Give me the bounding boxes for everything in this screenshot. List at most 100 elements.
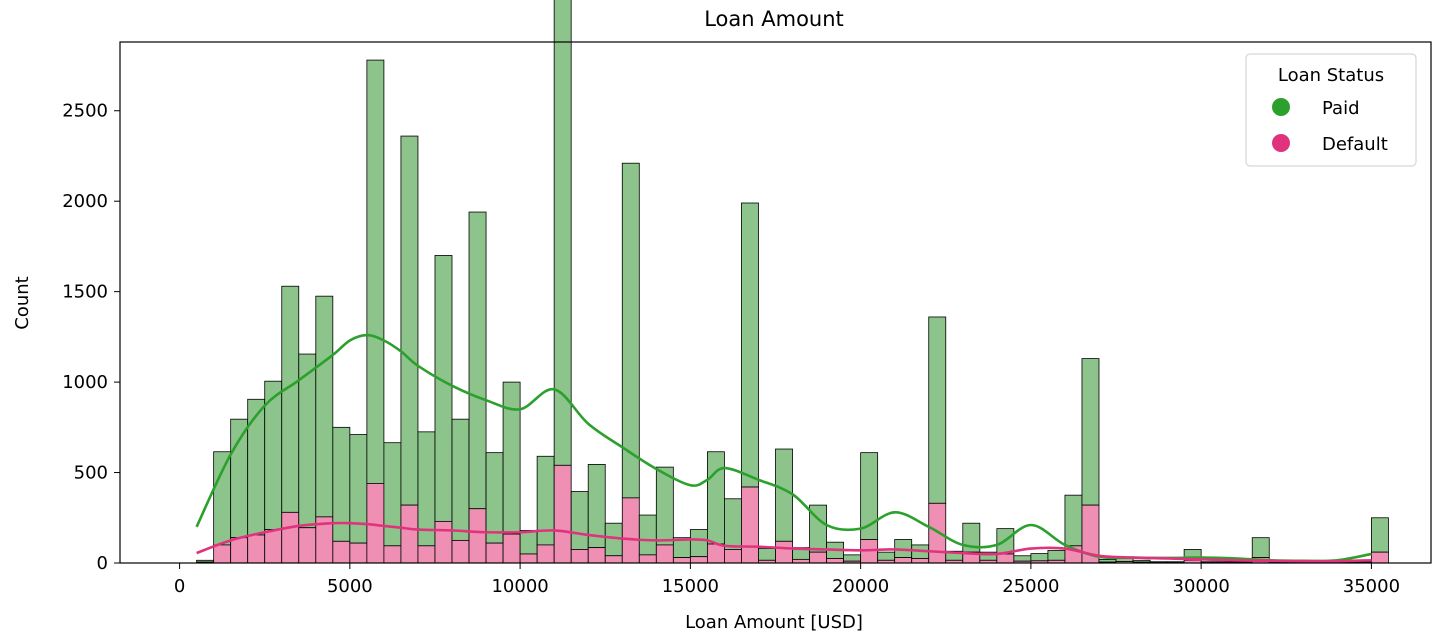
bar-default-5 [282,512,299,563]
bar-default-69 [1371,552,1388,563]
bar-default-24 [605,556,622,563]
legend-marker-default [1272,134,1290,152]
bar-default-8 [333,541,350,563]
x-axis-label: Loan Amount [USD] [685,612,863,633]
bar-default-21 [554,465,571,563]
bar-paid-5 [282,286,299,512]
bar-paid-52 [1082,359,1099,506]
bar-default-9 [350,543,367,563]
bar-paid-11 [384,443,401,546]
bar-default-30 [707,544,724,563]
bar-paid-48 [1014,556,1031,561]
bar-default-42 [912,558,929,563]
x-tick-label: 30000 [1173,576,1230,597]
legend-marker-paid [1272,98,1290,116]
y-axis-label: Count [12,276,33,329]
bar-paid-9 [350,435,367,544]
bar-default-36 [810,552,827,563]
bar-paid-30 [707,452,724,544]
chart-title: Loan Amount [704,7,844,31]
bar-default-6 [299,528,316,563]
x-axis: 0 5000 10000 15000 20000 25000 30000 35000 [174,563,1400,597]
bar-default-26 [639,555,656,563]
bar-paid-2 [231,419,248,537]
bar-default-12 [401,505,418,563]
bar-paid-7 [316,296,333,517]
legend-label-default: Default [1322,134,1388,155]
y-tick-label: 0 [97,553,108,574]
bar-default-27 [656,545,673,563]
bars-layer [197,0,1389,563]
bar-default-37 [827,558,844,563]
bar-paid-50 [1048,550,1065,560]
bar-paid-32 [741,203,758,487]
bar-default-19 [520,554,537,563]
y-axis: 0 500 1000 1500 2000 2500 [62,101,120,574]
bar-default-14 [435,521,452,563]
bar-paid-33 [758,549,775,561]
y-tick-label: 500 [74,463,108,484]
bar-default-41 [895,558,912,563]
bar-default-15 [452,540,469,563]
bar-default-18 [503,534,520,563]
bar-default-2 [231,538,248,563]
bar-paid-34 [776,449,793,541]
bar-paid-69 [1371,518,1388,552]
bar-paid-22 [571,492,588,550]
bar-paid-3 [248,399,265,535]
x-tick-label: 15000 [662,576,719,597]
bar-default-28 [673,558,690,563]
bar-default-17 [486,543,503,563]
y-tick-label: 1000 [62,372,108,393]
bar-default-20 [537,545,554,563]
x-tick-label: 5000 [327,576,373,597]
x-tick-label: 25000 [1002,576,1059,597]
bar-default-11 [384,546,401,563]
bar-default-16 [469,509,486,563]
bar-paid-16 [469,212,486,509]
bar-paid-15 [452,419,469,540]
bar-default-31 [724,549,741,563]
bar-default-43 [929,503,946,563]
bar-paid-62 [1252,538,1269,558]
bar-default-3 [248,535,265,563]
bar-paid-43 [929,317,946,503]
legend-label-paid: Paid [1322,98,1360,119]
bar-default-22 [571,549,588,563]
bar-paid-17 [486,453,503,543]
legend-title: Loan Status [1278,65,1384,86]
bar-default-29 [690,557,707,563]
y-tick-label: 2500 [62,101,108,122]
bar-default-47 [997,554,1014,563]
bar-paid-14 [435,255,452,521]
bar-default-34 [776,541,793,563]
y-tick-label: 2000 [62,191,108,212]
bar-default-23 [588,548,605,563]
x-tick-label: 35000 [1343,576,1400,597]
bar-paid-18 [503,382,520,534]
bar-default-25 [622,498,639,563]
bar-default-13 [418,546,435,563]
bar-paid-12 [401,136,418,505]
bar-default-32 [741,487,758,563]
x-tick-label: 20000 [832,576,889,597]
legend: Loan Status Paid Default [1246,54,1416,166]
bar-paid-53 [1099,559,1116,562]
x-tick-label: 10000 [491,576,548,597]
bar-paid-29 [690,530,707,557]
bar-paid-26 [639,515,656,555]
bar-paid-51 [1065,495,1082,546]
bar-paid-40 [878,552,895,560]
x-tick-label: 0 [174,576,185,597]
bar-paid-27 [656,467,673,545]
y-tick-label: 1500 [62,282,108,303]
bar-paid-10 [367,60,384,483]
bar-paid-6 [299,354,316,528]
bar-paid-31 [724,499,741,550]
bar-paid-1 [214,452,231,545]
bar-default-4 [265,530,282,563]
bar-paid-19 [520,530,537,554]
bar-default-1 [214,545,231,563]
